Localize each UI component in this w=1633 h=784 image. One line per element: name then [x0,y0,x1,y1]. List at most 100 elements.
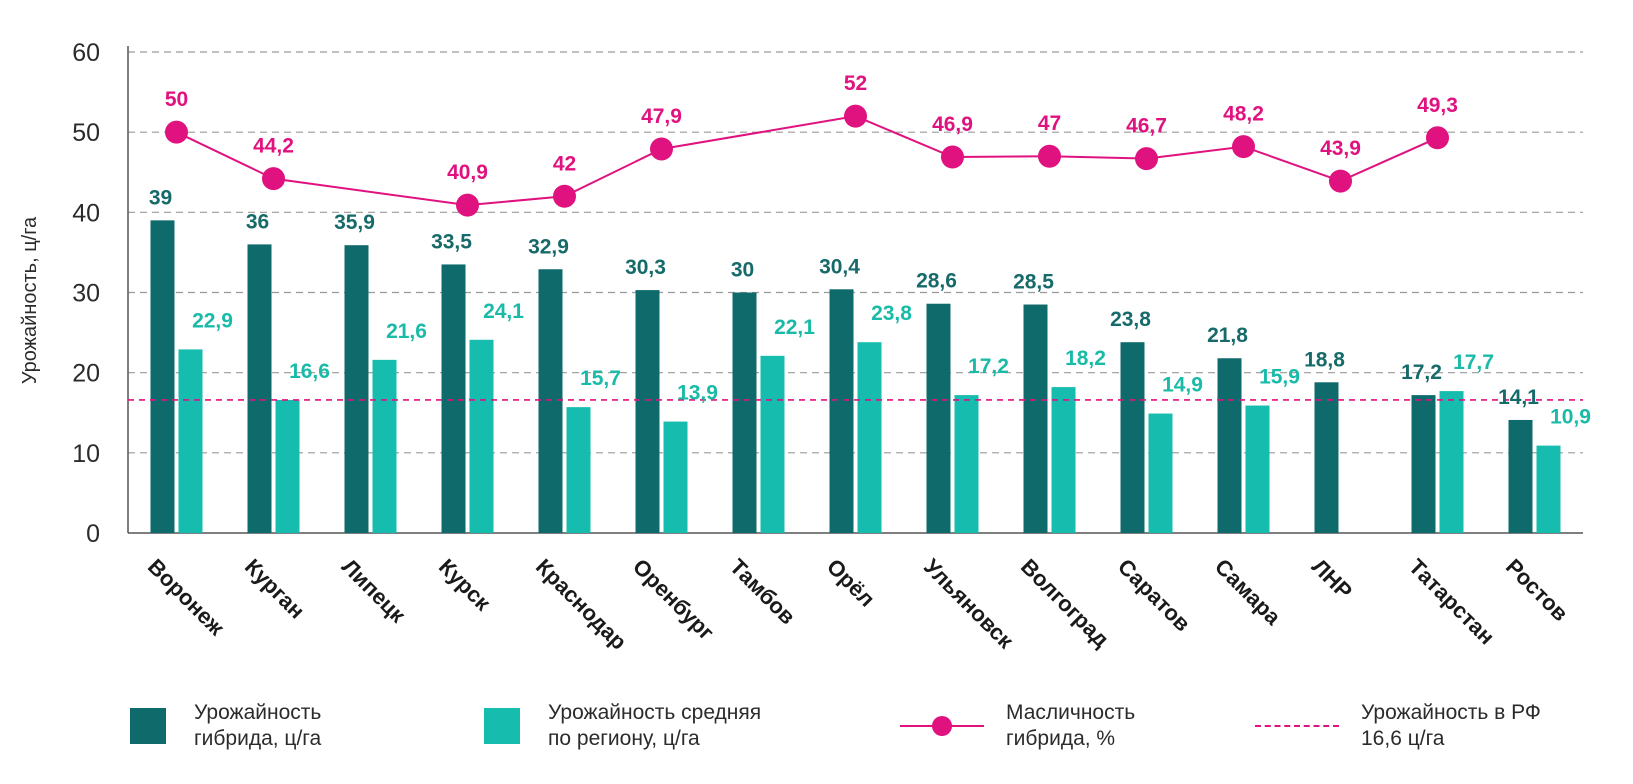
label-hybrid-2: 35,9 [334,211,375,234]
label-oil-8: 46,9 [932,113,973,136]
y-axis: 0 10 20 30 40 50 60 Урожайность, ц/га [19,39,1583,548]
label-region-2: 21,6 [386,320,427,343]
oil-marker-11 [1232,135,1255,159]
label-oil-12: 43,9 [1320,137,1361,160]
bars [150,220,1561,533]
label-region-8: 17,2 [968,355,1009,378]
category-label-5: Оренбург [628,554,719,645]
label-hybrid-9: 28,5 [1013,271,1054,294]
label-oil-1: 44,2 [253,135,294,158]
bar-hybrid-13 [1411,395,1436,533]
oil-marker-9 [1038,144,1061,168]
label-region-13: 17,7 [1453,351,1494,374]
bar-hybrid-4 [538,269,563,533]
y-tick-label-60: 60 [72,39,100,67]
bar-region-5 [663,421,688,533]
category-label-0: Воронеж [143,554,230,641]
bar-region-10 [1148,413,1173,533]
legend-item-oil-content: Масличность гибрида, % [900,700,1135,752]
label-oil-11: 48,2 [1223,103,1264,126]
bar-region-7 [857,342,882,533]
label-hybrid-0: 39 [149,186,172,209]
oil-marker-0 [165,120,188,144]
category-label-1: Курган [240,554,310,624]
legend-label-rf-yield: Урожайность в РФ 16,6 ц/га [1361,701,1541,750]
label-region-11: 15,9 [1259,366,1300,389]
label-region-1: 16,6 [289,360,330,383]
legend-label-hybrid-yield: Урожайность гибрида, ц/га [194,701,322,750]
bar-hybrid-0 [150,220,175,533]
bar-region-3 [469,339,494,533]
oil-marker-7 [844,104,867,128]
label-region-6: 22,1 [774,316,815,339]
label-hybrid-4: 32,9 [528,235,569,258]
oil-marker-1 [262,167,285,191]
category-label-9: Волгоград [1016,554,1114,652]
label-oil-3: 40,9 [447,161,488,184]
y-tick-label-40: 40 [72,199,100,227]
y-tick-label-10: 10 [72,440,100,468]
bar-hybrid-1 [247,244,272,533]
label-oil-7: 52 [844,72,867,95]
category-label-11: Самара [1210,554,1286,630]
label-hybrid-3: 33,5 [431,230,472,253]
y-axis-title: Урожайность, ц/га [19,216,41,384]
bar-region-0 [178,349,203,533]
bar-region-13 [1439,391,1464,533]
bar-region-1 [275,399,300,533]
label-hybrid-8: 28,6 [916,270,957,293]
legend: Урожайность гибрида, ц/га Урожайность ср… [0,700,1633,770]
y-tick-label-50: 50 [72,119,100,147]
bar-hybrid-6 [732,292,757,533]
bar-hybrid-12 [1314,382,1339,533]
label-hybrid-11: 21,8 [1207,324,1248,347]
y-tick-label-20: 20 [72,360,100,388]
bar-region-11 [1245,405,1270,533]
bar-hybrid-3 [441,264,466,533]
legend-swatch-region-yield [484,708,520,744]
bar-hybrid-9 [1023,304,1048,533]
label-region-9: 18,2 [1065,347,1106,370]
oil-marker-3 [456,193,479,217]
label-oil-13: 49,3 [1417,94,1458,117]
label-region-7: 23,8 [871,302,912,325]
label-region-14: 10,9 [1550,406,1591,429]
bar-hybrid-11 [1217,358,1242,533]
category-label-4: Краснодар [531,554,632,655]
label-hybrid-7: 30,4 [819,255,860,278]
oil-marker-5 [650,137,673,161]
category-label-7: Орёл [822,554,880,612]
legend-swatch-rf-yield [1255,712,1339,740]
label-region-5: 13,9 [677,382,718,405]
label-hybrid-12: 18,8 [1304,348,1345,371]
label-hybrid-1: 36 [246,210,269,233]
gridlines [128,51,1583,454]
label-region-3: 24,1 [483,300,524,323]
y-tick-label-30: 30 [72,280,100,308]
label-oil-0: 50 [165,88,188,111]
label-region-4: 15,7 [580,367,621,390]
label-oil-9: 47 [1038,112,1061,135]
category-label-13: Татарстан [1404,554,1500,650]
bar-region-9 [1051,387,1076,533]
category-label-8: Ульяновск [919,554,1019,654]
legend-item-region-yield: Урожайность средняя по региону, ц/га [484,700,761,752]
category-label-10: Саратов [1113,554,1195,636]
category-label-6: Тамбов [725,554,800,629]
category-labels: Воронеж Курган Липецк Курск КраснодарОренбур… [143,554,1573,655]
bar-hybrid-7 [829,289,854,533]
bar-region-4 [566,407,591,533]
bar-hybrid-2 [344,245,369,533]
label-oil-4: 42 [553,152,576,175]
oil-marker-8 [941,145,964,169]
bar-region-6 [760,355,785,533]
legend-label-region-yield: Урожайность средняя по региону, ц/га [548,701,762,750]
oil-content-series [165,104,1449,217]
bar-region-2 [372,359,397,533]
label-hybrid-14: 14,1 [1498,386,1539,409]
bar-hybrid-5 [635,290,660,533]
oil-content-line [176,115,1438,207]
oil-marker-13 [1426,126,1449,150]
label-hybrid-6: 30 [731,259,754,282]
legend-swatch-hybrid-yield [130,708,166,744]
